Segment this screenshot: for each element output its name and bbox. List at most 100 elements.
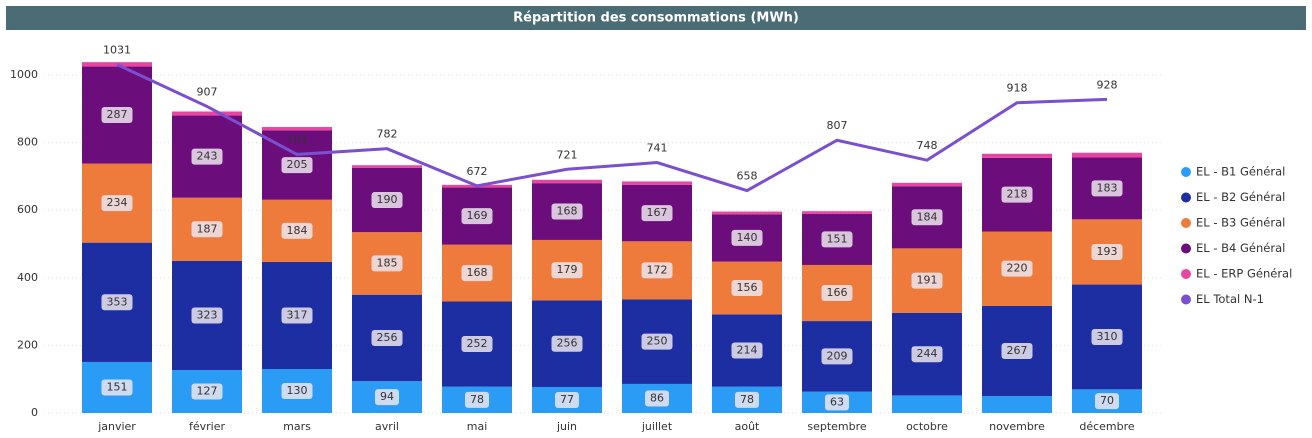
line-value-label: 721	[557, 148, 578, 161]
line-value-label: 782	[377, 128, 398, 141]
value-label-box	[101, 195, 133, 212]
legend-swatch	[1181, 192, 1191, 203]
value-label-box	[1001, 342, 1033, 359]
value-label-box	[551, 262, 583, 279]
y-tick-label: 0	[31, 406, 38, 419]
value-label-box	[731, 229, 763, 246]
value-label: 323	[197, 308, 218, 321]
value-label-box	[101, 379, 133, 396]
value-label-box	[101, 107, 133, 124]
value-label-box	[461, 336, 493, 353]
value-label: 172	[647, 263, 668, 276]
value-label: 78	[740, 393, 754, 406]
bar-segment	[712, 211, 782, 215]
y-tick-label: 800	[17, 136, 38, 149]
value-label-box	[191, 307, 223, 324]
value-label: 140	[737, 231, 758, 244]
value-label: 287	[107, 108, 128, 121]
value-label-box	[461, 265, 493, 282]
value-label: 127	[197, 385, 218, 398]
y-tick-label: 200	[17, 338, 38, 351]
chart-title: Répartition des consommations (MWh)	[513, 11, 799, 26]
x-tick-label: juillet	[641, 420, 673, 433]
value-label: 167	[647, 206, 668, 219]
value-label: 187	[197, 222, 218, 235]
value-label: 220	[1007, 262, 1028, 275]
x-tick-label: novembre	[989, 420, 1045, 433]
value-label-box	[1091, 180, 1123, 197]
value-label: 184	[917, 210, 938, 223]
bar-segment	[982, 396, 1052, 413]
x-tick-label: septembre	[807, 420, 867, 433]
value-label: 214	[737, 343, 758, 356]
value-label-box	[191, 148, 223, 165]
bar-segment	[172, 111, 242, 116]
value-label-box	[825, 394, 849, 411]
value-label: 166	[827, 286, 848, 299]
value-label: 234	[107, 196, 128, 209]
line-value-label: 765	[287, 133, 308, 146]
legend-swatch	[1181, 269, 1191, 279]
value-label: 94	[380, 390, 394, 403]
title-bar	[6, 6, 1306, 30]
line-value-label: 658	[737, 170, 758, 183]
value-label: 209	[827, 349, 848, 362]
value-label-box	[191, 383, 223, 400]
value-label-box	[375, 389, 399, 406]
legend-label: EL - ERP Général	[1196, 267, 1292, 281]
value-label-box	[731, 279, 763, 296]
value-label-box	[641, 262, 673, 279]
value-label: 78	[470, 393, 484, 406]
legend-swatch	[1181, 243, 1191, 254]
bar-segment	[352, 165, 422, 168]
value-label: 191	[917, 274, 938, 287]
bar-segment	[982, 153, 1052, 158]
value-label-box	[821, 231, 853, 248]
line-value-label: 918	[1007, 82, 1028, 95]
value-label: 185	[377, 256, 398, 269]
value-label: 130	[287, 384, 308, 397]
value-label-box	[191, 221, 223, 238]
legend-label: EL Total N-1	[1196, 292, 1264, 306]
legend-swatch	[1181, 294, 1191, 305]
value-label-box	[1091, 243, 1123, 260]
value-label: 317	[287, 308, 308, 321]
x-tick-label: décembre	[1079, 420, 1135, 433]
bar-segment	[1072, 152, 1142, 158]
line-value-label: 807	[827, 119, 848, 132]
value-label-box	[1001, 186, 1033, 203]
value-label-box	[281, 307, 313, 324]
legend-label: EL - B1 Général	[1196, 165, 1285, 179]
bar-segment	[622, 181, 692, 185]
bar-segment	[892, 395, 962, 413]
value-label: 244	[917, 347, 938, 360]
legend-label: EL - B3 Général	[1196, 216, 1285, 230]
bar-segment	[892, 182, 962, 187]
value-label: 156	[737, 281, 758, 294]
line	[116, 63, 1108, 193]
value-label-box	[1095, 393, 1119, 410]
value-label-box	[821, 348, 853, 365]
legend-swatch	[1181, 167, 1191, 177]
legend-label: EL - B4 Général	[1196, 241, 1285, 255]
value-label-box	[551, 203, 583, 220]
value-label: 151	[107, 380, 128, 393]
value-label-box	[371, 192, 403, 209]
x-tick-label: janvier	[97, 420, 136, 433]
value-label: 193	[1097, 245, 1118, 258]
y-tick-label: 400	[17, 271, 38, 284]
value-label-box	[465, 391, 489, 408]
value-label-box	[1091, 328, 1123, 345]
value-label: 179	[557, 263, 578, 276]
value-label: 86	[650, 391, 664, 404]
value-label: 169	[467, 209, 488, 222]
value-label-box	[555, 391, 579, 408]
value-label-box	[371, 329, 403, 346]
value-label: 70	[1100, 394, 1114, 407]
value-label-box	[281, 383, 313, 400]
value-label: 168	[467, 266, 488, 279]
value-label: 190	[377, 193, 398, 206]
x-tick-label: août	[735, 420, 760, 433]
value-label-box	[641, 205, 673, 222]
line-value-label: 672	[467, 165, 488, 178]
